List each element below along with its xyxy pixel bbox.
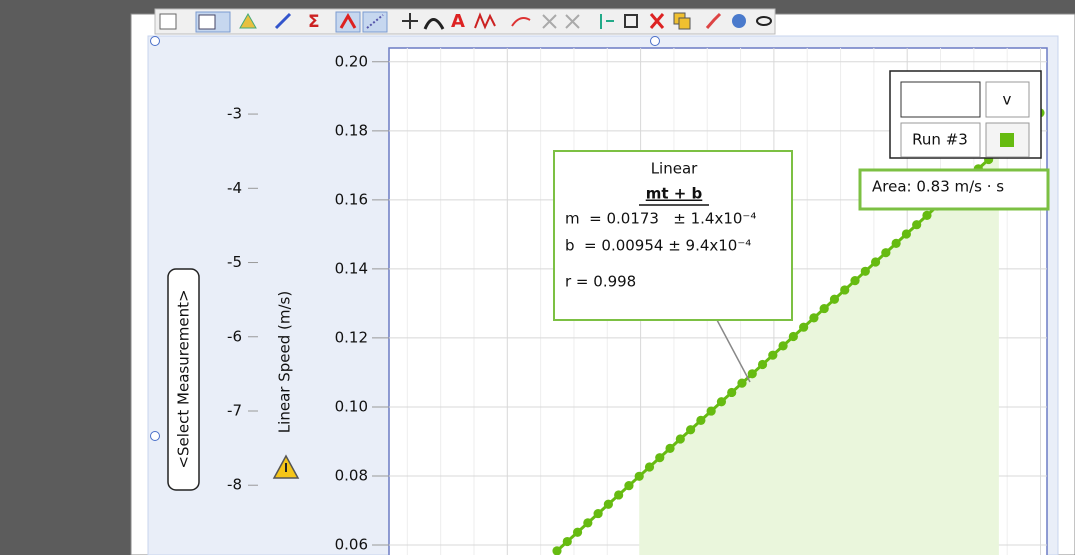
data-point <box>809 313 819 323</box>
tool-button[interactable] <box>600 14 614 29</box>
tool-button[interactable] <box>624 14 638 28</box>
legend-run: Run #3 <box>912 131 968 149</box>
data-point <box>644 462 655 472</box>
tool-button[interactable] <box>511 17 531 27</box>
y2-tick-label: -8 <box>227 476 242 494</box>
data-point <box>840 285 850 295</box>
resize-handle[interactable] <box>150 36 160 46</box>
data-point <box>706 406 716 416</box>
y-tick-label: 0.12 <box>335 328 368 346</box>
data-point <box>922 210 932 220</box>
data-point <box>655 453 665 463</box>
data-point <box>552 546 562 555</box>
fit-b: b = 0.00954 ± 9.4x10⁻⁴ <box>565 237 751 255</box>
data-point <box>778 341 788 351</box>
data-point <box>788 331 798 342</box>
data-point <box>850 276 860 286</box>
measurement-selector[interactable] <box>167 268 200 491</box>
tool-button[interactable] <box>274 12 292 30</box>
data-point <box>624 481 634 491</box>
tool-button[interactable] <box>756 16 772 26</box>
area-label: Area: 0.83 m/s · s <box>872 178 1004 196</box>
tool-button[interactable] <box>366 14 384 29</box>
legend-measurement: v <box>1003 91 1012 109</box>
fit-title: Linear <box>651 160 698 178</box>
data-point <box>829 294 840 304</box>
resize-handle[interactable] <box>650 36 660 46</box>
y-tick-label: 0.06 <box>335 535 368 553</box>
data-point <box>696 415 706 425</box>
fit-leader <box>716 319 751 383</box>
data-point <box>716 397 727 407</box>
y-tick-label: 0.14 <box>335 259 368 277</box>
data-point <box>572 527 583 537</box>
tool-button[interactable] <box>705 12 722 29</box>
data-point <box>614 490 624 500</box>
tool-button[interactable] <box>159 13 177 30</box>
fit-equation: mt + b <box>646 185 703 203</box>
tool-button[interactable] <box>678 17 691 30</box>
data-point <box>757 359 768 370</box>
legend: v Run #3 <box>889 70 1042 159</box>
data-point <box>860 266 870 276</box>
tool-button[interactable] <box>649 13 665 29</box>
legend-cell[interactable] <box>985 81 1030 118</box>
data-point <box>901 229 912 239</box>
tool-button[interactable]: Σ <box>308 12 320 32</box>
fit-r: r = 0.998 <box>565 273 636 291</box>
data-point <box>819 303 829 314</box>
data-point <box>870 257 881 267</box>
resize-handle[interactable] <box>150 431 160 441</box>
y-tick-label: 0.10 <box>335 397 368 415</box>
data-point <box>881 248 891 258</box>
tool-button[interactable] <box>239 12 257 29</box>
y-tick-label: 0.08 <box>335 466 368 484</box>
tool-button[interactable] <box>542 14 580 29</box>
data-point <box>727 387 737 398</box>
data-point <box>675 434 685 444</box>
fit-m: m = 0.0173 ± 1.4x10⁻⁴ <box>565 210 756 228</box>
y2-tick-label: -3 <box>227 105 242 123</box>
tool-button[interactable] <box>732 14 746 28</box>
tool-button[interactable] <box>474 12 496 30</box>
data-point <box>891 238 901 248</box>
data-point <box>747 369 757 379</box>
data-point <box>603 499 613 509</box>
legend-swatch <box>1000 133 1014 147</box>
data-point <box>912 220 922 230</box>
data-point <box>799 322 809 332</box>
y2-tick-label: -4 <box>227 179 242 197</box>
y-tick-label: 0.20 <box>335 52 368 70</box>
data-point <box>583 518 593 528</box>
tool-button[interactable] <box>402 13 418 29</box>
data-point <box>562 536 572 547</box>
y2-tick-label: -6 <box>227 327 242 345</box>
data-point <box>665 443 675 453</box>
area-box[interactable] <box>858 168 1050 211</box>
y-tick-label: 0.18 <box>335 121 368 139</box>
legend-cell[interactable] <box>900 122 981 158</box>
y2-axis-label[interactable]: <Select Measurement> <box>175 289 193 468</box>
area-shade <box>639 150 999 555</box>
y-tick-label: 0.16 <box>335 190 368 208</box>
y2-tick-label: -5 <box>227 253 242 271</box>
data-point <box>685 425 696 435</box>
y-axis-label[interactable]: Linear Speed (m/s) <box>276 291 294 433</box>
toolbar: Σ A <box>154 8 776 35</box>
y2-tick-label: -7 <box>227 401 242 419</box>
tool-button[interactable] <box>339 13 357 29</box>
legend-cell[interactable] <box>900 81 981 118</box>
tool-button[interactable]: A <box>451 11 465 32</box>
tool-button[interactable] <box>423 18 445 30</box>
data-point <box>634 471 644 481</box>
data-point <box>737 378 747 388</box>
data-point <box>768 350 778 360</box>
warning-icon <box>272 454 300 479</box>
data-point <box>593 508 603 519</box>
fit-box[interactable] <box>553 150 793 321</box>
